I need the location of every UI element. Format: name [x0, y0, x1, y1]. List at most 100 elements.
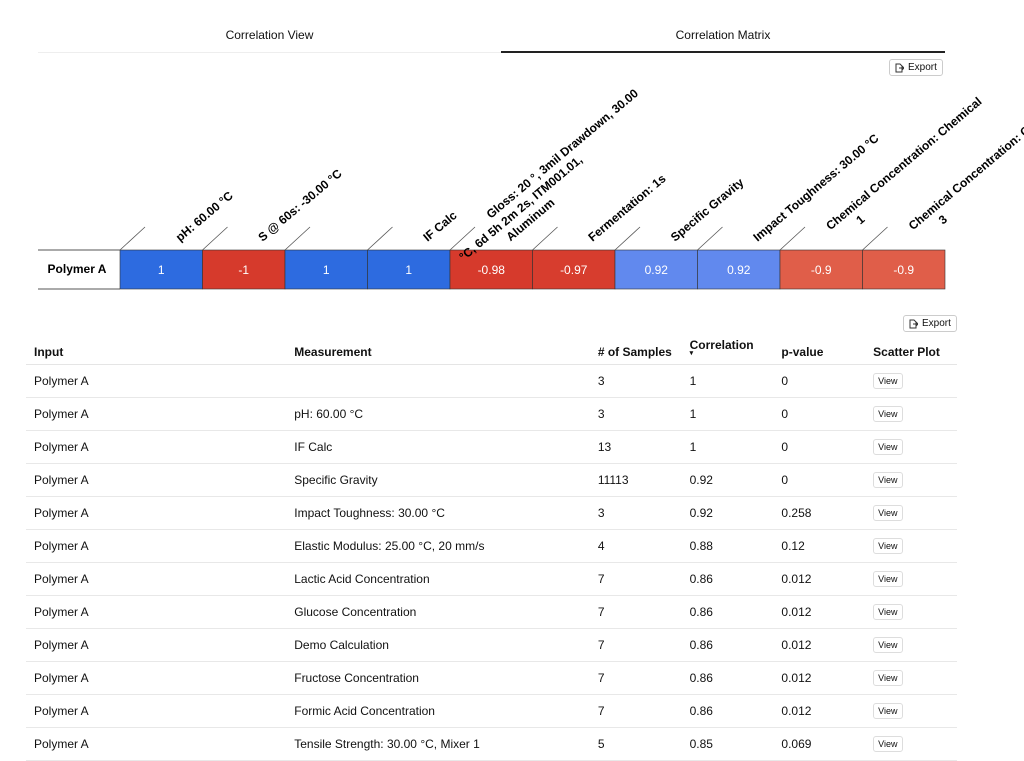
column-label: Gloss: 20 °, 3mil Drawdown, 30.00°C, 6d … [456, 86, 642, 264]
table-cell: 0.012 [773, 628, 866, 662]
column-tick [119, 226, 146, 251]
column-header: # of Samples [589, 340, 682, 365]
table-cell: 0.258 [773, 496, 866, 530]
table-row: Polymer A Demo Calculation 7 0.86 0.012 View [26, 628, 957, 662]
matrix-cell [779, 249, 863, 290]
table-cell: 0.85 [681, 727, 774, 761]
view-button[interactable]: View [873, 439, 903, 455]
table-row: Polymer A Glucose Concentration 7 0.86 0.012… [26, 595, 957, 629]
sort-arrow: ▾ [689, 350, 694, 357]
view-button[interactable]: View [873, 637, 903, 653]
table-row: Polymer A Formic Acid Concentration 7 0.86 0… [26, 694, 957, 728]
column-tick [779, 226, 806, 251]
table-cell: 0 [773, 397, 866, 431]
column-header: Correlation ▾ [681, 339, 774, 365]
column-header: Input [26, 340, 287, 365]
table-cell: Polymer A [26, 397, 287, 431]
view-button[interactable]: View [873, 736, 903, 752]
table-row: Polymer A Specific Gravity 11113 0.92 0 View [26, 463, 957, 497]
table-cell: 0.86 [681, 562, 774, 596]
view-button[interactable]: View [873, 505, 903, 521]
table-cell: 0 [773, 430, 866, 464]
table-cell: 0.88 [681, 529, 774, 563]
table-row: Polymer A Impact Toughness: 30.00 °C 3 0.92… [26, 496, 957, 530]
cell-value: 1 [405, 263, 412, 277]
table-cell: Specific Gravity [286, 463, 590, 497]
cell-value: -1 [238, 263, 249, 277]
table-cell: Polymer A [26, 463, 287, 497]
table-cell: Polymer A [26, 595, 287, 629]
column-label-line: S @ 60s: -30.00 °C [255, 166, 344, 244]
tab-underline [501, 51, 945, 53]
table-cell: View [865, 529, 957, 563]
table-cell: Glucose Concentration [286, 595, 590, 629]
table-cell: 0.92 [681, 463, 774, 497]
cell-value: -0.9 [893, 263, 914, 277]
table-row: Polymer A 3 1 0 View [26, 364, 957, 398]
column-tick [532, 226, 558, 251]
table-cell: View [865, 496, 957, 530]
table-cell: View [865, 727, 957, 761]
table-cell: Polymer A [26, 496, 287, 530]
view-button[interactable]: View [873, 703, 903, 719]
table-cell: 0.86 [681, 661, 774, 695]
column-label-line: 1 [853, 212, 867, 227]
table-row: Polymer A Elastic Modulus: 25.00 °C, 20 m… [26, 529, 957, 563]
table-cell: Demo Calculation [286, 628, 590, 662]
table-cell: View [865, 694, 957, 728]
export-button[interactable]: Export [889, 59, 943, 76]
column-label-line: pH: 60.00 °C [173, 188, 236, 244]
column-tick [284, 226, 311, 251]
table-row: Polymer A IF Calc 13 1 0 View [26, 430, 957, 464]
cell-value: 0.92 [727, 263, 751, 277]
table-cell: Elastic Modulus: 25.00 °C, 20 mm/s [286, 529, 590, 563]
correlation-table: Input Measurement # of Samples Correlation ▾… [26, 339, 957, 761]
table-cell: 0.86 [681, 694, 774, 728]
table-cell: Impact Toughness: 30.00 °C [286, 496, 590, 530]
column-label-line: Gloss: 20 °, 3mil Drawdown, 30.00 [484, 86, 642, 221]
column-tick [862, 226, 888, 251]
view-button[interactable]: View [873, 670, 903, 686]
column-tick [449, 226, 476, 251]
column-label-line: Specific Gravity [668, 175, 747, 244]
table-cell: View [865, 562, 957, 596]
view-button[interactable]: View [873, 373, 903, 389]
column-tick [202, 226, 228, 251]
table-cell: Polymer A [26, 364, 287, 398]
tab-divider [38, 52, 501, 53]
table-cell: Polymer A [26, 430, 287, 464]
table-row: Polymer A Tensile Strength: 30.00 °C, Mix… [26, 727, 957, 761]
column-label: Specific Gravity [668, 175, 747, 244]
table-cell: Polymer A [26, 727, 287, 761]
header-row: Input Measurement # of Samples Correlation ▾… [26, 339, 957, 365]
table-cell: Tensile Strength: 30.00 °C, Mixer 1 [286, 727, 590, 761]
view-button[interactable]: View [873, 472, 903, 488]
column-label-line: IF Calc [420, 208, 459, 244]
table-cell: 3 [589, 397, 682, 431]
tab-active[interactable]: Correlation Matrix [675, 28, 771, 42]
column-label-line: 3 [936, 212, 950, 227]
view-button[interactable]: View [873, 604, 903, 620]
column-label: IF Calc [420, 208, 459, 244]
export-icon [895, 63, 904, 72]
table-cell: 5 [589, 727, 682, 761]
table-cell: Polymer A [26, 628, 287, 662]
table-cell: 13 [589, 430, 682, 464]
view-button[interactable]: View [873, 571, 903, 587]
view-button[interactable]: View [873, 538, 903, 554]
table-cell: 1 [681, 430, 774, 464]
tab[interactable]: Correlation View [225, 28, 314, 42]
view-button[interactable]: View [873, 406, 903, 422]
matrix-cell [367, 249, 451, 290]
export-label: Export [922, 318, 951, 329]
matrix-cell [119, 249, 203, 290]
table-cell: 0.92 [681, 496, 774, 530]
table-cell: 7 [589, 562, 682, 596]
table-cell: 0.012 [773, 562, 866, 596]
table-cell: pH: 60.00 °C [286, 397, 590, 431]
table-row: Polymer A Lactic Acid Concentration 7 0.86 0… [26, 562, 957, 596]
matrix-cell [697, 249, 781, 290]
export-button[interactable]: Export [903, 315, 957, 332]
table-cell: 0 [773, 463, 866, 497]
